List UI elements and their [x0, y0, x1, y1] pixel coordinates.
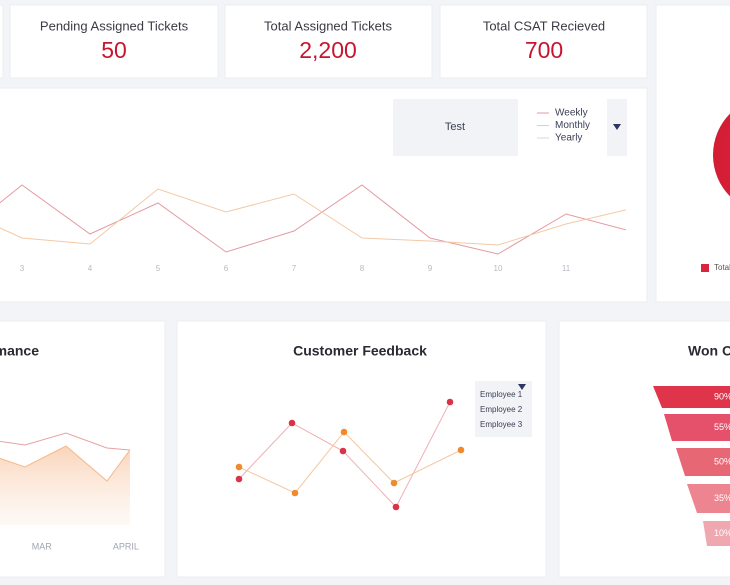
legend-swatch: [701, 264, 709, 272]
feedback-card: [176, 320, 547, 578]
point: [457, 446, 465, 454]
x-tick-label: 9: [428, 264, 433, 273]
funnel-label: 90%: [714, 391, 730, 401]
x-tick-label: 10: [494, 264, 503, 273]
series-line: [0, 184, 626, 255]
x-tick-label: MAR: [32, 541, 53, 551]
point: [390, 479, 398, 487]
filter-arrow: [518, 384, 526, 390]
area-fill: [0, 446, 130, 525]
x-tick-label: 3: [20, 264, 25, 273]
dropdown-arrow: [613, 124, 621, 130]
kpi-value: 50: [101, 37, 127, 63]
funnel-label: 35%: [714, 493, 730, 503]
point: [340, 428, 348, 436]
funnel-label: 50%: [714, 456, 730, 466]
x-tick-label: 5: [156, 264, 161, 273]
legend-label: Weekly: [555, 108, 588, 119]
point: [288, 419, 296, 427]
kpi-label: Total Assigned Tickets: [264, 18, 392, 33]
kpi-card: [9, 4, 219, 79]
card-title: Won O: [688, 343, 730, 359]
pie: [713, 113, 730, 197]
line-plot: 3 4 5 6 7 8 9 10 11: [0, 184, 626, 273]
x-tick-label: 4: [88, 264, 93, 273]
point: [446, 398, 454, 406]
area-plot: MAR APRIL: [0, 432, 139, 551]
filter-option[interactable]: Employee 3: [480, 420, 523, 429]
area-card: [0, 320, 166, 578]
x-tick-label: 7: [292, 264, 297, 273]
series-line: [0, 188, 626, 246]
dropdown[interactable]: [393, 99, 518, 156]
kpi-label: Total CSAT Recieved: [483, 18, 605, 33]
kpi-card: [224, 4, 433, 79]
filter-option[interactable]: Employee 2: [480, 405, 523, 414]
legend-label: Monthly: [555, 120, 590, 131]
x-tick-label: APRIL: [113, 541, 139, 551]
funnel-label: 55%: [714, 422, 730, 432]
funnel-segment: [676, 448, 730, 476]
line-card: [0, 87, 648, 303]
feedback-plot: [235, 398, 465, 511]
series-line: [0, 432, 131, 451]
legend-label: Total: [714, 263, 730, 272]
kpi-card: [0, 4, 4, 79]
employee-filter[interactable]: [475, 381, 532, 437]
legend-label: Yearly: [555, 133, 582, 144]
funnel-segment: [687, 484, 730, 513]
point: [235, 463, 243, 471]
point: [291, 489, 299, 497]
filter-option[interactable]: Employee 1: [480, 390, 523, 399]
x-tick-label: 11: [562, 264, 571, 273]
point: [235, 475, 243, 483]
funnel-label: 10%: [714, 528, 730, 538]
x-tick-label: 6: [224, 264, 229, 273]
funnel-segment: [653, 386, 730, 408]
funnel-segment: [664, 414, 730, 441]
dropdown-value: Test: [445, 121, 465, 133]
kpi-label: Pending Assigned Tickets: [40, 18, 189, 33]
x-tick-label: 8: [360, 264, 365, 273]
card-title: Customer Feedback: [293, 343, 427, 359]
funnel-plot: 90% 55% 50% 35% 10%: [653, 386, 730, 546]
card-title: mance: [0, 343, 39, 359]
funnel-segment: [703, 521, 730, 546]
kpi-card: [439, 4, 648, 79]
point: [339, 447, 347, 455]
kpi-value: 700: [525, 37, 563, 63]
area-edge: [0, 445, 131, 482]
point: [392, 503, 400, 511]
kpi-value: 2,200: [299, 37, 357, 63]
